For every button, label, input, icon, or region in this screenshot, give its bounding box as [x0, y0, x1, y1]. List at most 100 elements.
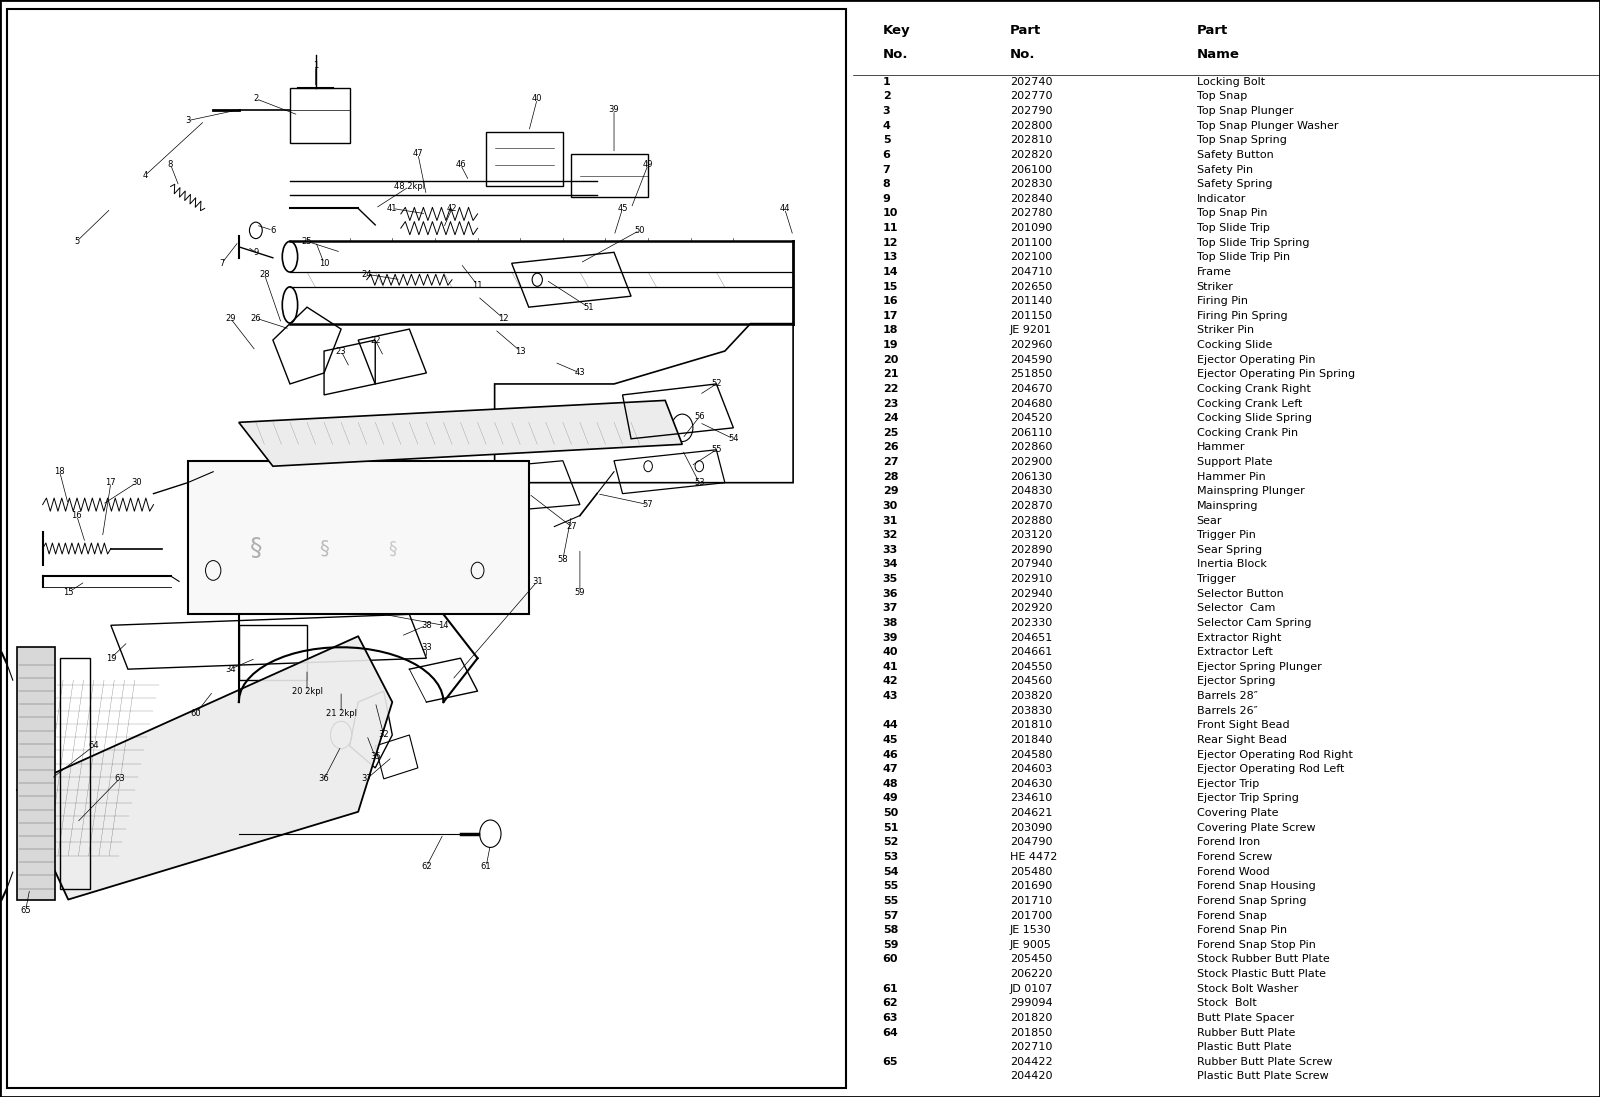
- Text: Top Slide Trip: Top Slide Trip: [1197, 223, 1269, 233]
- Text: Stock Bolt Washer: Stock Bolt Washer: [1197, 984, 1298, 994]
- Text: 12: 12: [498, 314, 509, 323]
- Text: 55: 55: [883, 896, 898, 906]
- Text: 43: 43: [574, 369, 586, 377]
- Text: Top Slide Trip Pin: Top Slide Trip Pin: [1197, 252, 1290, 262]
- Text: 63: 63: [114, 774, 125, 783]
- Text: 43: 43: [883, 691, 898, 701]
- Text: 14: 14: [438, 621, 448, 630]
- Text: 30: 30: [131, 478, 142, 487]
- Text: Top Snap Plunger Washer: Top Snap Plunger Washer: [1197, 121, 1338, 131]
- Text: 16: 16: [72, 511, 82, 520]
- Text: 48 2kpl: 48 2kpl: [394, 182, 426, 191]
- Text: 38: 38: [421, 621, 432, 630]
- Text: 202900: 202900: [1010, 457, 1053, 467]
- Text: 11: 11: [472, 281, 483, 290]
- Text: 38: 38: [883, 618, 898, 627]
- Text: 19: 19: [106, 654, 117, 663]
- Text: 18: 18: [54, 467, 66, 476]
- Text: 34: 34: [226, 665, 235, 674]
- Text: 205450: 205450: [1010, 954, 1051, 964]
- Text: Covering Plate Screw: Covering Plate Screw: [1197, 823, 1315, 833]
- Text: JE 1530: JE 1530: [1010, 925, 1051, 935]
- Text: 40: 40: [533, 94, 542, 103]
- Text: Safety Spring: Safety Spring: [1197, 179, 1272, 189]
- Text: 206130: 206130: [1010, 472, 1051, 482]
- Text: 201140: 201140: [1010, 296, 1051, 306]
- Text: Top Slide Trip Spring: Top Slide Trip Spring: [1197, 238, 1309, 248]
- Text: 42: 42: [446, 204, 458, 213]
- Text: 234610: 234610: [1010, 793, 1051, 803]
- Text: 24: 24: [883, 414, 898, 423]
- Text: HE 4472: HE 4472: [1010, 852, 1058, 862]
- Bar: [59, 658, 90, 889]
- Text: 202910: 202910: [1010, 574, 1053, 584]
- Bar: [6, 9, 846, 1088]
- Text: 204661: 204661: [1010, 647, 1051, 657]
- Text: 7: 7: [219, 259, 224, 268]
- Text: 203090: 203090: [1010, 823, 1051, 833]
- Text: JE 9201: JE 9201: [1010, 326, 1051, 336]
- Text: Selector  Cam: Selector Cam: [1197, 603, 1275, 613]
- Text: 204651: 204651: [1010, 633, 1051, 643]
- Text: 32: 32: [379, 731, 389, 739]
- Text: Barrels 28″: Barrels 28″: [1197, 691, 1258, 701]
- Text: Cocking Crank Pin: Cocking Crank Pin: [1197, 428, 1298, 438]
- Text: Indicator: Indicator: [1197, 194, 1246, 204]
- Text: 202960: 202960: [1010, 340, 1053, 350]
- Bar: [18, 647, 56, 900]
- Text: 12: 12: [883, 238, 898, 248]
- Text: 41: 41: [883, 661, 898, 671]
- Text: 65: 65: [21, 906, 30, 915]
- Text: 35: 35: [370, 753, 381, 761]
- Text: 27: 27: [566, 522, 576, 531]
- Text: 37: 37: [883, 603, 898, 613]
- Text: 206110: 206110: [1010, 428, 1051, 438]
- Text: Hammer Pin: Hammer Pin: [1197, 472, 1266, 482]
- Text: 202790: 202790: [1010, 106, 1053, 116]
- Text: Ejector Trip Spring: Ejector Trip Spring: [1197, 793, 1298, 803]
- Text: 56: 56: [694, 412, 704, 421]
- Text: 206100: 206100: [1010, 165, 1051, 174]
- Text: 10: 10: [883, 208, 898, 218]
- Text: 299094: 299094: [1010, 998, 1053, 1008]
- Text: 17: 17: [106, 478, 117, 487]
- Text: 58: 58: [557, 555, 568, 564]
- Text: JD 0107: JD 0107: [1010, 984, 1053, 994]
- Text: 204790: 204790: [1010, 837, 1053, 847]
- Text: Cocking Crank Left: Cocking Crank Left: [1197, 398, 1302, 408]
- Text: 204830: 204830: [1010, 486, 1053, 496]
- Text: 202650: 202650: [1010, 282, 1051, 292]
- Text: 45: 45: [883, 735, 898, 745]
- Text: 29: 29: [226, 314, 235, 323]
- Text: Front Sight Bead: Front Sight Bead: [1197, 721, 1290, 731]
- Text: 201100: 201100: [1010, 238, 1051, 248]
- Text: 204560: 204560: [1010, 677, 1051, 687]
- Text: Trigger: Trigger: [1197, 574, 1235, 584]
- Text: 202880: 202880: [1010, 516, 1053, 525]
- Text: 37: 37: [362, 774, 373, 783]
- Text: 1: 1: [883, 77, 891, 87]
- Text: 49: 49: [643, 160, 653, 169]
- Text: 55: 55: [883, 881, 898, 891]
- Text: 57: 57: [883, 911, 898, 920]
- Text: 4: 4: [142, 171, 147, 180]
- Text: 202890: 202890: [1010, 545, 1053, 555]
- Text: Ejector Operating Rod Right: Ejector Operating Rod Right: [1197, 749, 1352, 759]
- Text: Stock  Bolt: Stock Bolt: [1197, 998, 1256, 1008]
- Text: 19: 19: [883, 340, 898, 350]
- Text: Plastic Butt Plate Screw: Plastic Butt Plate Screw: [1197, 1072, 1328, 1082]
- Text: 61: 61: [883, 984, 898, 994]
- Text: Stock Plastic Butt Plate: Stock Plastic Butt Plate: [1197, 969, 1325, 979]
- Text: 16: 16: [883, 296, 898, 306]
- Text: 9: 9: [883, 194, 891, 204]
- Text: 201840: 201840: [1010, 735, 1053, 745]
- Text: 204630: 204630: [1010, 779, 1051, 789]
- Text: Mainspring: Mainspring: [1197, 501, 1258, 511]
- Text: 204420: 204420: [1010, 1072, 1053, 1082]
- Text: 204603: 204603: [1010, 765, 1051, 774]
- Text: 62: 62: [421, 862, 432, 871]
- Text: 5: 5: [74, 237, 80, 246]
- Text: 202810: 202810: [1010, 135, 1053, 145]
- Text: 64: 64: [88, 742, 99, 750]
- Text: Sear: Sear: [1197, 516, 1222, 525]
